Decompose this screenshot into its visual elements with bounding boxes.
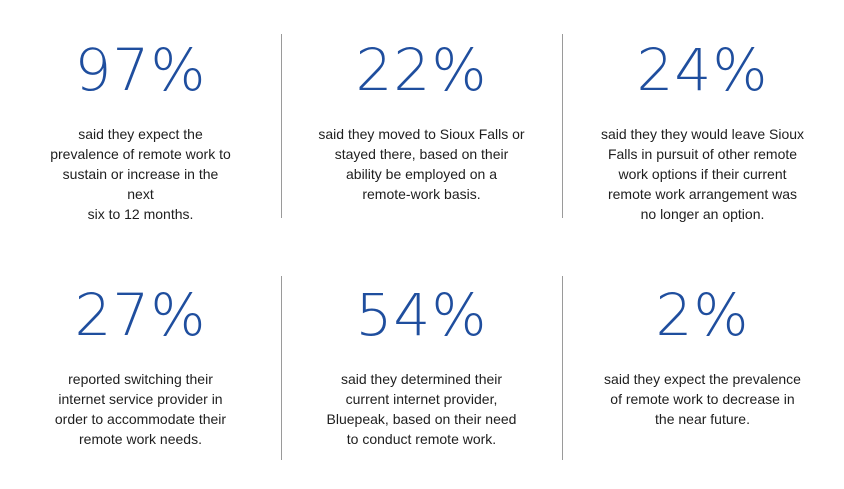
stat-description-line: Bluepeak, based on their need <box>326 411 517 427</box>
stat-description: said they expect the prevalence of remot… <box>49 124 233 224</box>
stat-description-line: said they expect the prevalence <box>604 371 801 387</box>
stat-description-line: stayed there, based on their <box>334 146 509 162</box>
stat-description: said they expect the prevalence of remot… <box>592 369 814 429</box>
stat-description-line: said they moved to Sioux Falls or <box>318 126 525 142</box>
stat-card-97: 97% said they expect the prevalence of r… <box>0 40 281 224</box>
stat-card-2: 2% said they expect the prevalence of re… <box>562 285 843 429</box>
stat-card-24: 24% said they they would leave Sioux Fal… <box>562 40 843 224</box>
stat-description: said they they would leave Sioux Falls i… <box>592 124 814 224</box>
stat-description: said they moved to Sioux Falls or stayed… <box>315 124 529 204</box>
stat-description-line: remote work needs. <box>79 431 202 447</box>
stat-description-line: no longer an option. <box>640 206 765 222</box>
stat-description-line: reported switching their <box>68 371 213 387</box>
stat-description-line: said they they would leave Sioux <box>600 126 805 142</box>
stat-description-line: ability be employed on a <box>346 166 497 182</box>
stat-value: 27% <box>74 281 207 349</box>
stat-description-line: to conduct remote work. <box>346 431 497 447</box>
stat-card-54: 54% said they determined their current i… <box>281 285 562 449</box>
stat-description-line: Falls in pursuit of other remote <box>607 146 798 162</box>
stat-description-line: current internet provider, <box>345 391 498 407</box>
stat-description: said they determined their current inter… <box>321 369 523 449</box>
stat-description-line: the near future. <box>655 411 750 427</box>
stat-value: 22% <box>355 36 488 104</box>
stat-description: reported switching their internet servic… <box>48 369 234 449</box>
column-divider <box>562 276 563 460</box>
stat-description-line: said they expect the <box>78 126 203 142</box>
stat-description-line: remote work arrangement was <box>607 186 798 202</box>
stat-description-line: internet service provider in <box>58 391 223 407</box>
stat-description-line: remote-work basis. <box>362 186 481 202</box>
column-divider <box>281 34 282 218</box>
column-divider <box>562 34 563 218</box>
stat-value: 2% <box>655 281 750 349</box>
stat-description-line: six to 12 months. <box>87 206 194 222</box>
stat-description-line: order to accommodate their <box>54 411 227 427</box>
stat-description-line: work options if their current <box>618 166 787 182</box>
stat-description-line: of remote work to decrease in <box>610 391 795 407</box>
stat-value: 24% <box>636 36 769 104</box>
stat-card-27: 27% reported switching their internet se… <box>0 285 281 449</box>
stat-description-line: sustain or increase in the next <box>62 166 219 202</box>
stat-value: 97% <box>74 36 207 104</box>
stat-description-line: prevalence of remote work to <box>50 146 231 162</box>
stat-description-line: said they determined their <box>340 371 503 387</box>
stat-card-22: 22% said they moved to Sioux Falls or st… <box>281 40 562 204</box>
stat-value: 54% <box>355 281 488 349</box>
column-divider <box>281 276 282 460</box>
